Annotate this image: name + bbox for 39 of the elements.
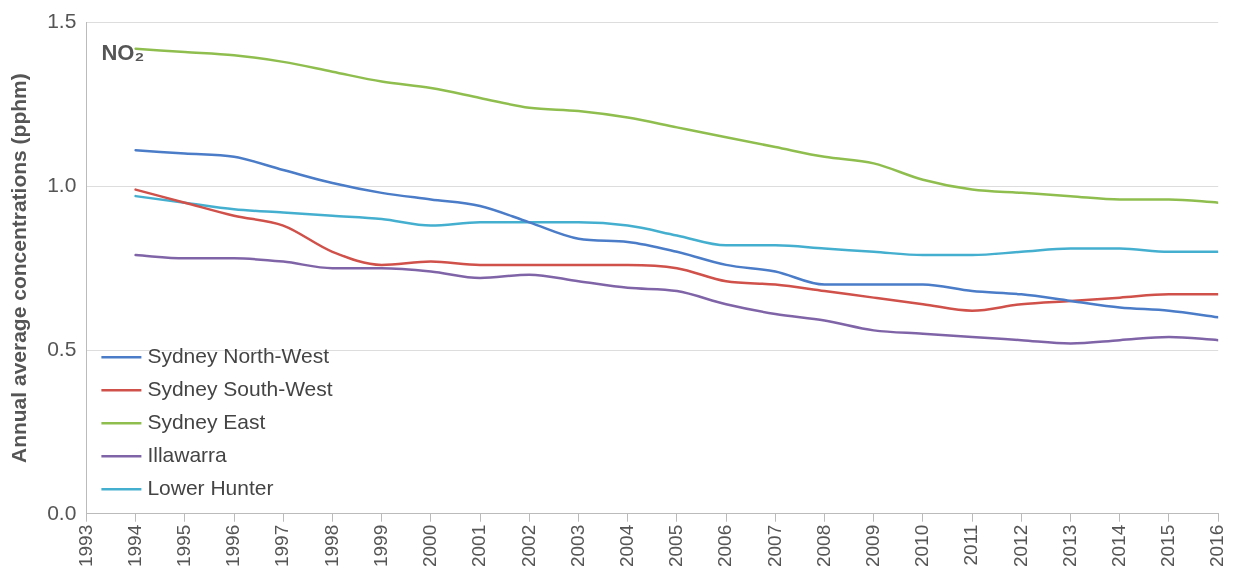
x-tick-label: 2013 bbox=[1058, 524, 1080, 568]
y-tick-label: 0.5 bbox=[47, 336, 77, 360]
x-tick-label: 2000 bbox=[419, 524, 441, 568]
x-tick-label: 1995 bbox=[173, 524, 195, 568]
x-tick-label: 2001 bbox=[468, 524, 490, 568]
line-series bbox=[134, 149, 1219, 319]
x-tick-label: 2005 bbox=[665, 524, 687, 568]
x-tick-label: 2011 bbox=[960, 524, 982, 566]
y-tick-label: 0.0 bbox=[47, 500, 77, 524]
legend-label: Illawarra bbox=[147, 443, 228, 467]
x-tick-label: 2003 bbox=[566, 524, 588, 568]
line-series bbox=[134, 194, 1219, 257]
x-tick-label: 2008 bbox=[812, 524, 834, 568]
x-tick-label: 2010 bbox=[911, 524, 933, 568]
x-tick-label: 2009 bbox=[861, 524, 883, 568]
x-tick-label: 1999 bbox=[369, 524, 391, 568]
x-tick-label: 1993 bbox=[74, 524, 96, 568]
x-tick-label: 2007 bbox=[763, 524, 785, 568]
legend-label: Sydney South-West bbox=[147, 377, 333, 401]
legend-label: Lower Hunter bbox=[147, 476, 274, 500]
x-tick-label: 1997 bbox=[271, 524, 293, 568]
y-tick-label: 1.5 bbox=[47, 9, 77, 33]
x-tick-label: 2014 bbox=[1108, 524, 1130, 568]
y-axis-title: Annual average concentrations (pphm) bbox=[7, 73, 31, 464]
legend-label: Sydney North-West bbox=[147, 344, 330, 368]
x-tick-label: 2002 bbox=[517, 524, 539, 568]
x-tick-label: 1996 bbox=[222, 524, 244, 568]
legend-label: Sydney East bbox=[147, 410, 266, 434]
line-series bbox=[134, 188, 1219, 312]
y-tick-label: 1.0 bbox=[47, 173, 77, 197]
x-tick-label: 1998 bbox=[320, 524, 342, 568]
annotation: NO₂ bbox=[101, 39, 145, 65]
x-tick-label: 2015 bbox=[1157, 524, 1179, 568]
line-series bbox=[134, 253, 1219, 345]
x-tick-label: 2012 bbox=[1009, 524, 1031, 568]
x-tick-label: 2004 bbox=[615, 524, 637, 568]
x-tick-label: 2016 bbox=[1206, 524, 1228, 568]
x-tick-label: 2006 bbox=[714, 524, 736, 568]
x-tick-label: 1994 bbox=[123, 524, 145, 568]
